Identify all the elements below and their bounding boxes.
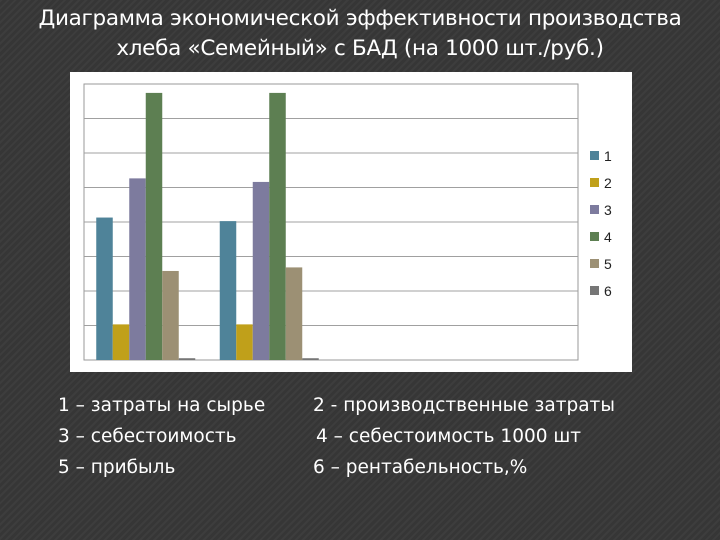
caption-1: 1 – затраты на сырье (58, 395, 266, 416)
bar-series-6-cat-2 (302, 358, 319, 360)
legend-swatch-1 (590, 151, 599, 160)
legend-swatch-3 (590, 205, 599, 214)
title-line-2: хлеба «Семейный» с БАД (на 1000 шт./руб.… (116, 36, 604, 61)
title-line-1: Диаграмма экономической эффективности пр… (38, 6, 682, 31)
bar-series-3-cat-1 (129, 178, 146, 360)
slide-title: Диаграмма экономической эффективности пр… (0, 4, 720, 64)
legend-label-5: 5 (604, 256, 612, 272)
chart-panel: 1 2 3 4 5 6 (70, 72, 632, 372)
legend-label-1: 1 (604, 148, 612, 164)
legend-swatch-2 (590, 178, 599, 187)
caption-6: 6 – рентабельность,% (313, 457, 528, 478)
bar-chart: 1 2 3 4 5 6 (83, 83, 612, 361)
bar-series-3-cat-2 (252, 181, 270, 360)
caption-3: 3 – себестоимость (58, 426, 237, 447)
bar-series-1-cat-1 (96, 217, 113, 360)
caption-5: 5 – прибыль (58, 457, 176, 478)
legend-swatch-5 (590, 259, 599, 268)
legend-label-6: 6 (604, 283, 612, 299)
legend-swatch-4 (590, 232, 599, 241)
bar-series-4-cat-2 (269, 92, 286, 360)
bar-series-5-cat-1 (162, 270, 179, 360)
bar-series-6-cat-1 (178, 358, 196, 360)
legend-label-2: 2 (604, 175, 612, 191)
legend-label-3: 3 (604, 202, 612, 218)
bar-series-1-cat-2 (219, 221, 237, 360)
bar-series-4-cat-1 (145, 92, 163, 360)
caption-4: 4 – себестоимость 1000 шт (316, 426, 582, 447)
bar-series-5-cat-2 (285, 267, 303, 360)
legend-label-4: 4 (604, 229, 612, 245)
caption-2: 2 - производственные затраты (313, 395, 615, 416)
legend-swatch-6 (590, 286, 599, 295)
bar-series-2-cat-1 (112, 324, 130, 360)
bar-series-2-cat-2 (236, 324, 253, 360)
